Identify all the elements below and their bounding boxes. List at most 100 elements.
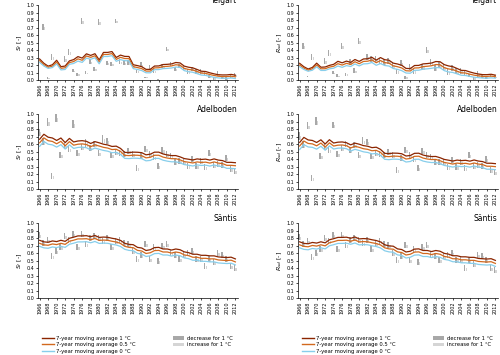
Bar — [184, 255, 186, 258]
Bar — [142, 65, 144, 67]
Bar — [60, 152, 61, 158]
Bar — [148, 151, 150, 157]
Bar — [221, 76, 222, 79]
Bar — [470, 155, 472, 158]
Bar — [351, 149, 352, 153]
Bar — [197, 71, 198, 73]
Bar — [466, 268, 467, 271]
Bar — [154, 71, 156, 73]
Bar — [477, 252, 478, 258]
Bar — [444, 162, 446, 165]
Bar — [417, 165, 418, 171]
Bar — [153, 69, 154, 73]
Bar — [398, 260, 399, 263]
Bar — [85, 71, 86, 75]
Bar — [140, 153, 141, 159]
Bar — [470, 260, 472, 263]
Bar — [358, 237, 359, 243]
Bar — [78, 75, 80, 76]
Bar — [206, 73, 207, 75]
Bar — [214, 78, 216, 80]
Bar — [406, 149, 407, 153]
Bar — [72, 120, 74, 128]
Bar — [436, 162, 438, 165]
Bar — [148, 256, 150, 262]
Bar — [197, 258, 198, 262]
Bar — [317, 252, 318, 256]
Bar — [440, 162, 442, 165]
Bar — [379, 151, 380, 157]
Bar — [380, 241, 382, 244]
Bar — [157, 79, 158, 81]
Bar — [191, 248, 192, 254]
Bar — [490, 75, 491, 77]
Bar — [380, 154, 382, 157]
Bar — [336, 75, 338, 77]
Y-axis label: $R_{sd}$ [-]: $R_{sd}$ [-] — [276, 251, 284, 271]
Bar — [408, 152, 410, 158]
Bar — [394, 65, 395, 69]
Bar — [304, 244, 306, 247]
Bar — [487, 260, 488, 263]
Bar — [486, 76, 487, 79]
Bar — [128, 148, 129, 154]
Bar — [436, 69, 438, 71]
Bar — [330, 149, 331, 153]
Bar — [218, 73, 220, 76]
Bar — [436, 256, 438, 259]
Bar — [404, 242, 406, 248]
Bar — [362, 137, 364, 144]
Bar — [422, 64, 423, 70]
Bar — [182, 65, 184, 70]
Bar — [116, 21, 118, 23]
Bar — [170, 62, 172, 66]
Bar — [108, 63, 110, 65]
Bar — [388, 149, 389, 155]
Bar — [200, 158, 201, 164]
Bar — [368, 142, 370, 145]
Bar — [40, 235, 41, 238]
Bar — [311, 175, 312, 181]
Bar — [61, 247, 62, 250]
Bar — [349, 59, 350, 65]
Bar — [163, 246, 164, 249]
Bar — [138, 71, 139, 73]
Bar — [42, 24, 44, 30]
Bar — [178, 256, 180, 262]
Bar — [48, 122, 50, 126]
Bar — [76, 244, 78, 250]
Bar — [345, 73, 346, 76]
Bar — [321, 249, 322, 252]
Bar — [221, 252, 222, 258]
Bar — [188, 71, 190, 73]
Bar — [150, 154, 152, 157]
Bar — [146, 77, 148, 78]
Bar — [355, 145, 356, 148]
Bar — [153, 154, 154, 160]
Bar — [44, 243, 46, 246]
Bar — [349, 147, 350, 153]
Bar — [324, 143, 325, 149]
Bar — [438, 159, 440, 165]
Bar — [170, 250, 172, 256]
Bar — [106, 235, 108, 241]
Bar — [38, 232, 40, 238]
Bar — [80, 231, 82, 237]
Bar — [236, 268, 237, 271]
Bar — [402, 63, 404, 66]
Bar — [48, 78, 50, 79]
Bar — [74, 124, 76, 128]
Bar — [68, 146, 70, 152]
Bar — [125, 154, 126, 157]
Bar — [100, 153, 101, 156]
Bar — [360, 155, 361, 158]
Bar — [94, 67, 95, 71]
Bar — [180, 258, 182, 262]
Bar — [326, 147, 327, 149]
Bar — [440, 65, 442, 68]
Bar — [119, 237, 120, 243]
Bar — [460, 159, 461, 165]
Bar — [486, 257, 487, 263]
Bar — [413, 246, 414, 252]
Bar — [328, 238, 330, 244]
